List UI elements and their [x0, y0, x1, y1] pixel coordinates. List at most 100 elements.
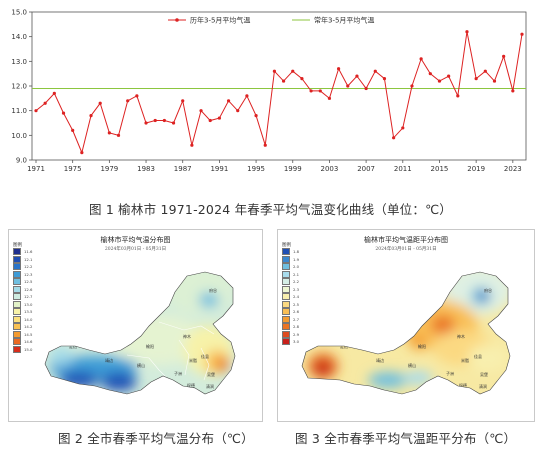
data-point — [71, 128, 75, 132]
y-tick-label: 14.0 — [11, 33, 27, 41]
data-point — [52, 91, 56, 95]
legend-swatch: 2.6 — [282, 308, 299, 315]
legend-value: 12.5 — [24, 279, 33, 284]
data-point — [61, 111, 66, 115]
legend-value: 1.8 — [293, 249, 300, 254]
y-tick-label: 13.0 — [11, 58, 27, 66]
annual-series-line — [35, 31, 523, 155]
data-point — [199, 109, 203, 113]
figure-2-caption: 图 2 全市春季平均气温分布（℃） — [58, 431, 254, 446]
legend-swatch: 14.6 — [13, 338, 32, 345]
x-tick-label: 1971 — [27, 165, 45, 173]
legend-swatch: 2.4 — [282, 293, 299, 300]
svg-text:佳县: 佳县 — [201, 353, 209, 359]
legend-value: 15.0 — [24, 346, 33, 352]
x-tick-label: 1983 — [137, 165, 155, 173]
legend-value: 2.7 — [293, 316, 300, 322]
legend-swatch: 12.2 — [13, 263, 32, 270]
data-point — [401, 126, 405, 130]
data-point — [226, 99, 231, 103]
svg-text:榆阳: 榆阳 — [418, 343, 426, 349]
legend-value: 2.9 — [293, 331, 300, 337]
data-point — [392, 136, 396, 140]
legend-value: 2.3 — [293, 286, 300, 292]
data-point — [382, 77, 387, 81]
legend-value: 13.5 — [24, 309, 33, 314]
data-point — [245, 94, 249, 98]
legend-value: 2.4 — [293, 294, 300, 299]
y-tick-label: 9.0 — [16, 157, 27, 165]
svg-text:神木: 神木 — [457, 333, 465, 339]
anomaly-map-panel: 府谷 神木 榆阳 定边 靖边 横山 米脂 子洲 佳县 吴堡 绥德 清涧 榆林市平均气温距平分… — [277, 229, 535, 422]
legend-value: 11.6 — [24, 249, 33, 254]
map-title: 榆林市平均气温分布图 — [100, 236, 171, 244]
map-subtitle: 2024年03月01日 - 05月31日 — [375, 247, 437, 252]
data-point — [263, 143, 267, 147]
y-tick-label: 10.0 — [11, 132, 27, 140]
data-point — [419, 57, 423, 61]
data-point — [236, 109, 240, 113]
data-point — [346, 84, 350, 88]
y-tick-label: 15.0 — [11, 9, 27, 17]
data-point — [107, 131, 111, 135]
svg-text:吴堡: 吴堡 — [480, 371, 488, 377]
data-point — [318, 89, 322, 93]
map-legend: 11.6 12.1 12.2 12.3 12.5 12.6 12.7 13.0 13.5 14.0… — [13, 248, 32, 353]
data-point — [80, 151, 84, 155]
legend-value: 14.0 — [24, 316, 33, 322]
data-point — [492, 79, 497, 83]
x-tick-label: 2023 — [504, 165, 522, 173]
x-tick-label: 1975 — [64, 165, 82, 173]
data-point — [309, 89, 313, 93]
svg-text:绥德: 绥德 — [187, 382, 195, 388]
legend-title: 图例 — [13, 243, 22, 248]
data-point — [254, 114, 258, 118]
x-tick-label: 1991 — [210, 165, 228, 173]
x-tick-label: 2003 — [321, 165, 339, 173]
data-point — [465, 30, 469, 34]
legend-swatch: 2.2 — [282, 278, 299, 285]
map-subtitle: 2024年03月01日 - 05月31日 — [104, 247, 167, 252]
x-tick-label: 2011 — [394, 165, 412, 173]
legend-value: 3.0 — [293, 339, 300, 344]
data-point — [428, 72, 432, 76]
legend-value: 12.7 — [24, 294, 33, 299]
line-chart: 9.0 10.0 11.0 12.0 13.0 14.0 15.0 1971 1975 1979 1… — [11, 9, 527, 173]
legend-label-annual: 历年3-5月平均气温 — [190, 16, 250, 25]
legend-swatch: 2.1 — [282, 270, 299, 278]
legend-value: 12.2 — [24, 264, 33, 269]
legend-swatch: 13.5 — [13, 308, 32, 315]
map-legend: 1.8 1.9 2.0 2.1 2.2 2.3 2.4 2.5 2.6 2.7 2.8 2.9 3.0 — [282, 248, 300, 346]
y-tick-label: 12.0 — [11, 83, 27, 91]
y-tick-label: 11.0 — [11, 107, 27, 115]
data-point — [474, 77, 478, 81]
data-point — [272, 69, 277, 73]
data-point — [43, 101, 47, 105]
data-point — [171, 121, 176, 125]
data-point — [437, 79, 442, 83]
legend-swatch: 12.6 — [13, 285, 32, 293]
data-point — [410, 84, 414, 88]
legend-swatch: 1.8 — [282, 248, 299, 255]
svg-text:榆阳: 榆阳 — [146, 343, 154, 349]
data-point — [281, 79, 286, 83]
svg-text:神木: 神木 — [183, 333, 191, 339]
data-point — [355, 74, 359, 78]
svg-text:横山: 横山 — [137, 362, 145, 368]
data-point — [181, 99, 185, 103]
svg-text:靖边: 靖边 — [105, 357, 113, 363]
data-point — [291, 69, 295, 73]
chart-legend: 历年3-5月平均气温 常年3-5月平均气温 — [168, 16, 374, 25]
data-point — [373, 69, 377, 73]
legend-value: 13.0 — [24, 301, 33, 307]
data-point — [364, 86, 368, 91]
svg-text:清涧: 清涧 — [479, 383, 487, 389]
legend-value: 2.1 — [293, 271, 300, 277]
svg-text:子洲: 子洲 — [446, 370, 454, 376]
data-point — [217, 116, 221, 120]
legend-swatch: 2.5 — [282, 300, 299, 308]
x-tick-label: 2015 — [431, 165, 449, 173]
x-tick-label: 1995 — [247, 165, 265, 173]
legend-swatch: 2.9 — [282, 330, 299, 338]
